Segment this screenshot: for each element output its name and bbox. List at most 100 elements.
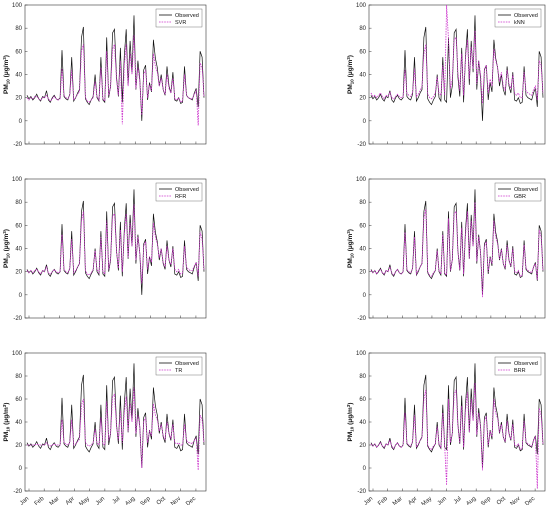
y-tick-label: 0 <box>19 119 23 125</box>
series-line-knn <box>370 4 544 104</box>
y-tick-label: 100 <box>12 3 23 9</box>
series-line-rfr <box>26 204 205 284</box>
y-tick-label: 80 <box>15 374 22 380</box>
legend-label-brr: BRR <box>514 368 526 374</box>
legend-label-observed: Observed <box>175 187 199 193</box>
y-axis-label: PM10 (μg/m3) <box>2 55 11 94</box>
legend-box <box>494 356 542 376</box>
series-line-observed <box>370 189 544 295</box>
chart-panel-6: -20 0 20 40 60 80 100 Jan Feb Mar Apr May Jun Jul Aug S… <box>346 351 546 505</box>
y-tick-label: 20 <box>15 96 22 102</box>
legend-label-tr: TR <box>175 368 182 374</box>
y-tick-label: 40 <box>15 73 22 79</box>
x-tick-label-apr: Apr <box>407 496 418 505</box>
y-tick-label: -20 <box>357 316 366 322</box>
x-tick-label-feb: Feb <box>34 496 46 505</box>
x-tick-label-jul: Jul <box>453 496 463 505</box>
y-axis-label: PM10 (μg/m3) <box>2 403 11 442</box>
x-tick-label-may: May <box>78 496 91 505</box>
y-tick-label: 80 <box>359 26 366 32</box>
y-tick-label: 40 <box>15 247 22 253</box>
legend-box <box>155 8 203 28</box>
x-tick-label-jan: Jan <box>19 496 30 505</box>
series-line-brr <box>370 382 544 489</box>
x-tick-label-mar: Mar <box>392 496 404 505</box>
chart-panel-5: -20 0 20 40 60 80 100 Jan Feb Mar Apr May Jun Jul Aug S… <box>2 351 207 505</box>
series-line-svr <box>26 35 205 126</box>
x-tick-label-oct: Oct <box>156 496 167 505</box>
y-tick-label: 100 <box>12 177 23 183</box>
x-tick-label-jan: Jan <box>363 496 374 505</box>
y-tick-label: 100 <box>12 351 23 357</box>
x-tick-label-mar: Mar <box>49 496 61 505</box>
y-tick-label: -20 <box>13 489 22 495</box>
y-tick-label: 20 <box>15 270 22 276</box>
legend-label-observed: Observed <box>175 13 199 19</box>
legend-label-observed: Observed <box>514 187 538 193</box>
y-tick-label: 80 <box>15 26 22 32</box>
y-tick-label: 0 <box>363 293 367 299</box>
y-tick-label: 40 <box>359 73 366 79</box>
legend-label-observed: Observed <box>514 361 538 367</box>
legend-label-observed: Observed <box>514 13 538 19</box>
series-line-observed <box>26 363 205 469</box>
y-tick-label: 60 <box>15 397 22 403</box>
x-tick-label-jun: Jun <box>95 496 106 505</box>
y-tick-label: 0 <box>363 466 367 472</box>
y-tick-label: 100 <box>356 3 367 9</box>
y-tick-label: 60 <box>359 223 366 229</box>
x-tick-label-dec: Dec <box>185 496 197 505</box>
y-tick-label: 60 <box>15 223 22 229</box>
legend-label-observed: Observed <box>175 361 199 367</box>
y-tick-label: 20 <box>359 96 366 102</box>
y-axis-label: PM10 (μg/m3) <box>346 403 355 442</box>
y-tick-label: 60 <box>15 49 22 55</box>
y-tick-label: 80 <box>15 200 22 206</box>
y-axis-label: PM10 (μg/m3) <box>346 229 355 268</box>
x-tick-label-apr: Apr <box>65 496 76 505</box>
y-tick-label: 20 <box>359 443 366 449</box>
x-tick-label-aug: Aug <box>124 496 136 505</box>
x-tick-label-aug: Aug <box>465 496 477 505</box>
series-line-observed <box>26 15 205 121</box>
y-tick-label: 0 <box>19 293 23 299</box>
x-tick-label-jun: Jun <box>437 496 448 505</box>
x-tick-label-sep: Sep <box>140 496 153 505</box>
x-tick-label-nov: Nov <box>170 496 182 505</box>
y-tick-label: 100 <box>356 351 367 357</box>
y-tick-label: 80 <box>359 374 366 380</box>
legend-box <box>494 8 542 28</box>
legend-label-gbr: GBR <box>514 194 526 200</box>
y-tick-label: 20 <box>359 270 366 276</box>
y-tick-label: 40 <box>359 247 366 253</box>
y-tick-label: 20 <box>15 443 22 449</box>
x-tick-label-feb: Feb <box>377 496 389 505</box>
series-line-gbr <box>370 202 544 298</box>
y-tick-label: 40 <box>15 420 22 426</box>
x-tick-label-may: May <box>421 496 434 505</box>
legend-box <box>494 182 542 202</box>
y-tick-label: 100 <box>356 177 367 183</box>
legend-box <box>155 182 203 202</box>
y-tick-label: -20 <box>13 316 22 322</box>
x-tick-label-dec: Dec <box>524 496 536 505</box>
legend-box <box>155 356 203 376</box>
y-tick-label: 0 <box>363 119 367 125</box>
y-tick-label: 0 <box>19 466 23 472</box>
x-tick-label-nov: Nov <box>510 496 522 505</box>
y-tick-label: -20 <box>357 489 366 495</box>
legend-label-rfr: RFR <box>175 194 186 200</box>
legend-label-svr: SVR <box>175 20 186 26</box>
y-tick-label: -20 <box>357 142 366 148</box>
